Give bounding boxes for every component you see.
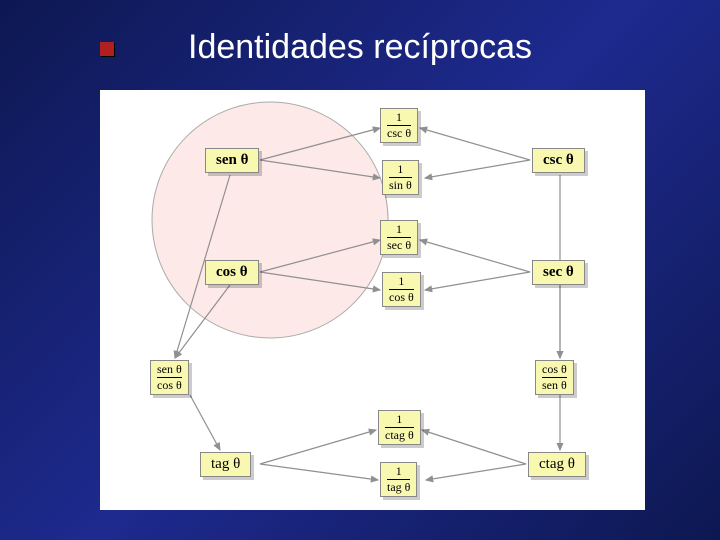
edge-sec-to-invsec bbox=[420, 240, 530, 272]
frac-num: 1 bbox=[389, 275, 414, 288]
frac-num: 1 bbox=[387, 223, 411, 236]
frac-den: cos θ bbox=[157, 379, 182, 392]
frac-cos-sen: cos θ sen θ bbox=[535, 360, 574, 395]
frac-inv-tag: 1 tag θ bbox=[380, 462, 417, 497]
node-label: cos θ bbox=[216, 264, 248, 280]
frac-den: cos θ bbox=[389, 291, 414, 304]
edge-csc-to-invsin bbox=[425, 160, 530, 178]
node-csc: csc θ bbox=[532, 148, 585, 173]
edge-tag-to-invctag bbox=[260, 430, 376, 464]
frac-num: 1 bbox=[389, 163, 412, 176]
edge-ctag-to-invctag bbox=[422, 430, 526, 464]
unit-circle bbox=[152, 102, 388, 338]
frac-den: ctag θ bbox=[385, 429, 414, 442]
frac-den: tag θ bbox=[387, 481, 410, 494]
frac-inv-cos: 1 cos θ bbox=[382, 272, 421, 307]
frac-inv-ctag: 1 ctag θ bbox=[378, 410, 421, 445]
node-label: tag θ bbox=[211, 456, 240, 472]
node-cos: cos θ bbox=[205, 260, 259, 285]
edge-csc-to-invcsc bbox=[420, 128, 530, 160]
edge-tag-to-invtag bbox=[260, 464, 378, 480]
node-ctag: ctag θ bbox=[528, 452, 586, 477]
node-label: sec θ bbox=[543, 264, 574, 280]
edge-ctag-to-invtag bbox=[426, 464, 526, 480]
node-tag: tag θ bbox=[200, 452, 251, 477]
frac-inv-sin: 1 sin θ bbox=[382, 160, 419, 195]
node-label: ctag θ bbox=[539, 456, 575, 472]
frac-num: sen θ bbox=[157, 363, 182, 376]
node-label: csc θ bbox=[543, 152, 574, 168]
slide-title: Identidades recíprocas bbox=[0, 28, 720, 67]
edge-sec-to-invcos bbox=[425, 272, 530, 290]
node-sec: sec θ bbox=[532, 260, 585, 285]
node-label: sen θ bbox=[216, 152, 248, 168]
diagram-panel: sen θ csc θ cos θ sec θ tag θ ctag θ 1 c… bbox=[100, 90, 645, 510]
frac-inv-csc: 1 csc θ bbox=[380, 108, 418, 143]
frac-den: sin θ bbox=[389, 179, 412, 192]
frac-num: 1 bbox=[387, 111, 411, 124]
frac-num: 1 bbox=[387, 465, 410, 478]
node-sen: sen θ bbox=[205, 148, 259, 173]
frac-den: sec θ bbox=[387, 239, 411, 252]
frac-sen-cos: sen θ cos θ bbox=[150, 360, 189, 395]
frac-den: csc θ bbox=[387, 127, 411, 140]
frac-den: sen θ bbox=[542, 379, 567, 392]
frac-num: cos θ bbox=[542, 363, 567, 376]
edge-sencos-to-tag bbox=[190, 395, 220, 450]
frac-num: 1 bbox=[385, 413, 414, 426]
frac-inv-sec: 1 sec θ bbox=[380, 220, 418, 255]
